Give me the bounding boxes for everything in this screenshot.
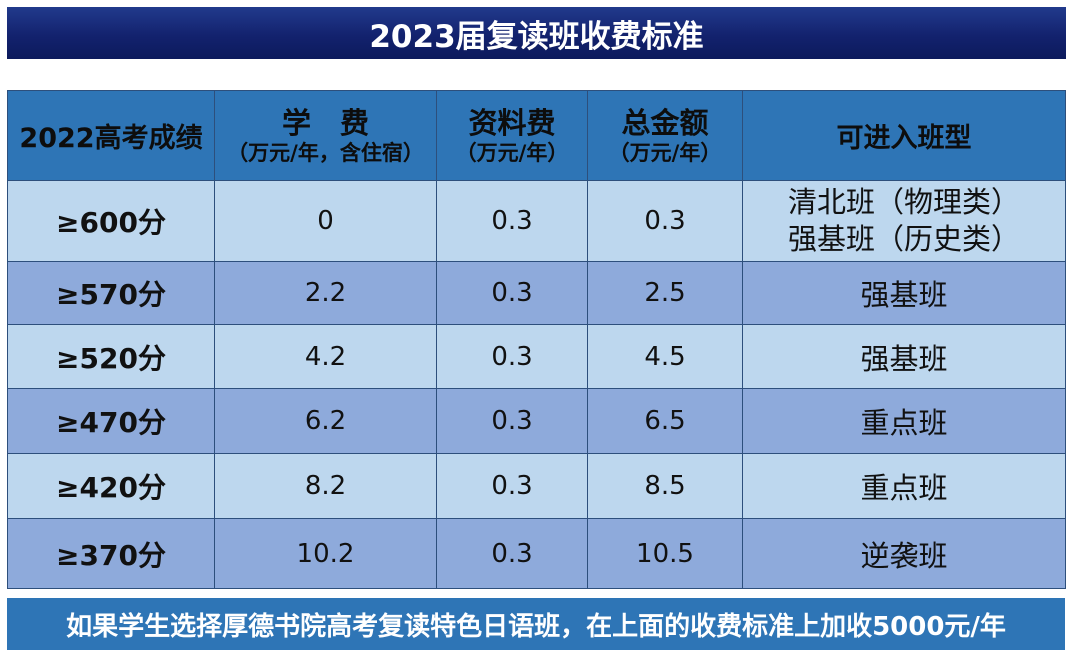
materials-cell: 0.3 [436, 518, 588, 589]
total-cell: 2.5 [587, 261, 743, 325]
total-cell: 4.5 [587, 324, 743, 389]
materials-cell: 0.3 [436, 261, 588, 325]
header-total-label: 总金额 [621, 105, 709, 140]
class-type-cell: 重点班 [742, 453, 1066, 519]
class-type-cell: 清北班（物理类） 强基班（历史类） [742, 180, 1066, 262]
header-materials: 资料费 （万元/年） [436, 90, 588, 181]
class-type-cell: 强基班 [742, 261, 1066, 325]
header-materials-label: 资料费 [468, 105, 556, 140]
total-cell: 6.5 [587, 388, 743, 454]
total-cell: 10.5 [587, 518, 743, 589]
score-cell: ≥370分 [7, 518, 215, 589]
class-type-cell: 重点班 [742, 388, 1066, 454]
class-type-cell: 逆袭班 [742, 518, 1066, 589]
fee-table: 2022高考成绩 学 费 （万元/年，含住宿） 资料费 （万元/年） 总金额 （… [7, 90, 1066, 589]
table-header-row: 2022高考成绩 学 费 （万元/年，含住宿） 资料费 （万元/年） 总金额 （… [7, 90, 1066, 181]
header-tuition-label: 学 费 [281, 105, 369, 140]
score-cell: ≥520分 [7, 324, 215, 389]
tuition-cell: 6.2 [214, 388, 437, 454]
materials-cell: 0.3 [436, 324, 588, 389]
class-type-cell: 强基班 [742, 324, 1066, 389]
total-cell: 8.5 [587, 453, 743, 519]
header-materials-unit: （万元/年） [455, 140, 569, 165]
table-row: ≥470分 6.2 0.3 6.5 重点班 [7, 388, 1066, 454]
header-score: 2022高考成绩 [7, 90, 215, 181]
materials-cell: 0.3 [436, 453, 588, 519]
table-row: ≥420分 8.2 0.3 8.5 重点班 [7, 453, 1066, 519]
table-row: ≥520分 4.2 0.3 4.5 强基班 [7, 324, 1066, 389]
table-row: ≥370分 10.2 0.3 10.5 逆袭班 [7, 518, 1066, 589]
score-cell: ≥420分 [7, 453, 215, 519]
score-cell: ≥470分 [7, 388, 215, 454]
tuition-cell: 2.2 [214, 261, 437, 325]
class-type-line: 强基班（历史类） [787, 222, 1020, 256]
page-title: 2023届复读班收费标准 [7, 7, 1066, 59]
header-score-label: 2022高考成绩 [19, 123, 203, 154]
class-type-line: 清北班（物理类） [787, 185, 1020, 219]
header-class-type: 可进入班型 [742, 90, 1066, 181]
header-total: 总金额 （万元/年） [587, 90, 743, 181]
table-row: ≥600分 0 0.3 0.3 清北班（物理类） 强基班（历史类） [7, 180, 1066, 262]
header-class-type-label: 可进入班型 [836, 123, 972, 154]
score-cell: ≥600分 [7, 180, 215, 262]
score-cell: ≥570分 [7, 261, 215, 325]
materials-cell: 0.3 [436, 180, 588, 262]
header-total-unit: （万元/年） [608, 140, 722, 165]
tuition-cell: 8.2 [214, 453, 437, 519]
header-tuition-unit: （万元/年，含住宿） [227, 140, 424, 165]
footer-note: 如果学生选择厚德书院高考复读特色日语班，在上面的收费标准上加收5000元/年 [7, 598, 1065, 650]
tuition-cell: 4.2 [214, 324, 437, 389]
total-cell: 0.3 [587, 180, 743, 262]
tuition-cell: 0 [214, 180, 437, 262]
tuition-cell: 10.2 [214, 518, 437, 589]
materials-cell: 0.3 [436, 388, 588, 454]
header-tuition: 学 费 （万元/年，含住宿） [214, 90, 437, 181]
table-row: ≥570分 2.2 0.3 2.5 强基班 [7, 261, 1066, 325]
